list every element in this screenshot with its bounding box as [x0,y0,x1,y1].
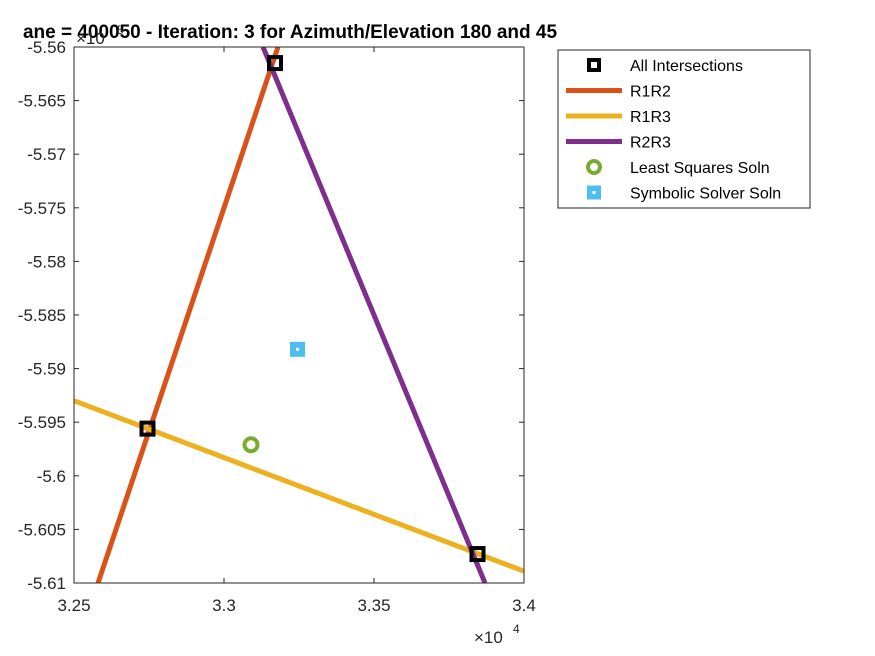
legend-label: R1R2 [630,84,671,101]
legend-entry-least-squares-soln: Least Squares Soln [586,159,770,177]
legend-entry-r1r3: R1R3 [566,109,671,126]
x-tick-label: 3.25 [57,596,90,615]
y-tick-labels: -5.56 -5.565 -5.57 -5.575 -5.58 -5.585 -5.59 -5… [18,38,66,593]
legend-entry-r1r2: R1R2 [566,84,671,101]
marker-symbolic-solver-soln-0 [290,341,305,357]
y-tick-label: -5.58 [27,252,66,271]
x-tick-labels: 3.25 3.3 3.35 3.4 [57,596,535,615]
x-tick-label: 3.4 [512,596,536,615]
plot-markers [139,55,486,563]
legend: All Intersections R1R2 R1R3 R2R3 Least Squar… [557,49,811,209]
y-exponent: ×10 5 [76,23,124,48]
y-exponent-base: ×10 [76,29,105,48]
legend-label: R1R3 [630,109,671,126]
y-tick-label: -5.56 [27,38,66,57]
y-tick-label: -5.575 [18,199,66,218]
marker-all-intersections-1 [139,420,156,437]
x-tick-label: 3.3 [212,596,236,615]
marker-least-squares-soln-0 [242,436,260,454]
y-tick-label: -5.59 [27,360,66,379]
y-tick-label: -5.565 [18,92,66,111]
marker-all-intersections-2 [469,546,486,563]
y-tick-label: -5.585 [18,306,66,325]
legend-entry-r2r3: R2R3 [566,135,671,152]
legend-label: R2R3 [630,135,671,152]
plot-lines [74,47,524,583]
marker-all-intersections-0 [267,55,283,72]
legend-label: Least Squares Soln [630,160,770,177]
y-tick-label: -5.605 [18,520,66,539]
chart-title: ane = 400050 - Iteration: 3 for Azimuth/… [23,22,558,43]
y-tick-label: -5.57 [27,145,66,164]
x-exponent-base: ×10 [474,628,503,647]
x-exponent: ×10 4 [474,622,520,647]
legend-label: Symbolic Solver Soln [630,186,781,203]
y-tick-label: -5.595 [18,413,66,432]
legend-entry-symbolic-solver-soln: Symbolic Solver Soln [587,185,781,203]
axis-ticks [73,46,525,584]
y-tick-label: -5.61 [27,574,66,593]
series-line-r2r3 [260,47,488,583]
y-exponent-power: 5 [117,23,124,37]
legend-entry-all-intersections: All Intersections [587,58,743,75]
x-tick-label: 3.35 [357,596,390,615]
series-line-r1r3 [74,398,524,574]
legend-box [557,49,811,209]
series-line-r1r2 [95,47,281,583]
y-tick-label: -5.6 [37,467,66,486]
legend-label: All Intersections [630,58,743,75]
x-exponent-power: 4 [513,622,520,636]
